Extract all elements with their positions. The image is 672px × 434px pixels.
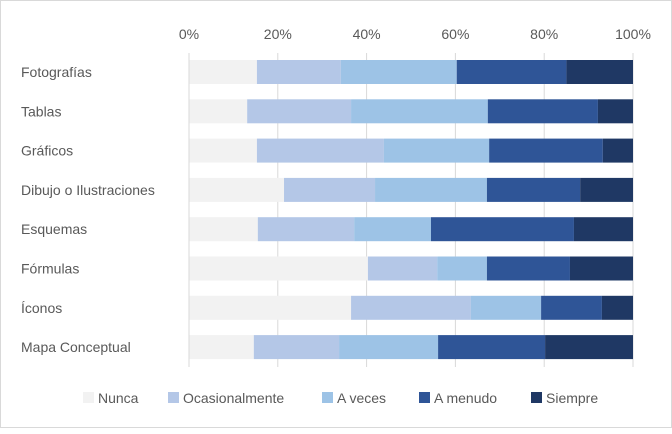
- bar-segment: [456, 60, 567, 84]
- bar-segment: [354, 217, 431, 242]
- x-axis-ticks: 0% 20% 40% 60% 80% 100%: [179, 26, 651, 42]
- legend-item: Nunca: [83, 390, 139, 406]
- bar-segment: [284, 177, 376, 202]
- bar-group: [189, 335, 633, 360]
- bar-segment: [569, 256, 633, 281]
- legend-swatch: [531, 392, 542, 403]
- bar-segment: [340, 60, 457, 84]
- bar-segment: [602, 138, 633, 163]
- bar-segment: [545, 335, 633, 360]
- bar-segment: [189, 256, 368, 281]
- legend-item: Siempre: [531, 390, 598, 406]
- bar-segment: [601, 295, 633, 320]
- bar-segment: [189, 335, 254, 360]
- legend: Nunca Ocasionalmente A veces A menudo Siempr…: [83, 390, 598, 406]
- bar-segment: [597, 99, 633, 124]
- category-label: Esquemas: [21, 221, 87, 237]
- bar-group: [189, 99, 633, 124]
- category-label: Mapa Conceptual: [21, 339, 131, 355]
- bar-segment: [487, 99, 598, 124]
- bar-group: [189, 138, 633, 163]
- bars: [189, 60, 633, 360]
- bar-group: [189, 295, 633, 320]
- bar-segment: [351, 295, 471, 320]
- bar-segment: [375, 177, 487, 202]
- legend-swatch: [83, 392, 94, 403]
- bar-group: [189, 177, 633, 202]
- bar-segment: [189, 60, 257, 84]
- legend-label: Siempre: [546, 390, 598, 406]
- category-label: Dibujo o Ilustraciones: [21, 182, 155, 198]
- bar-segment: [247, 99, 352, 124]
- bar-segment: [430, 217, 574, 242]
- bar-segment: [256, 60, 341, 84]
- bar-segment: [437, 256, 487, 281]
- x-tick-label: 80%: [530, 26, 558, 42]
- legend-label: A menudo: [434, 390, 497, 406]
- x-tick-label: 60%: [441, 26, 469, 42]
- legend-item: A veces: [322, 390, 386, 406]
- bar-segment: [486, 177, 581, 202]
- bar-segment: [541, 295, 602, 320]
- bar-segment: [339, 335, 439, 360]
- bar-segment: [489, 138, 603, 163]
- bar-segment: [189, 217, 258, 242]
- legend-label: A veces: [337, 390, 386, 406]
- category-label: Tablas: [21, 103, 61, 119]
- legend-swatch: [419, 392, 430, 403]
- bar-segment: [257, 217, 355, 242]
- bar-group: [189, 60, 633, 84]
- bar-segment: [367, 256, 438, 281]
- legend-item: A menudo: [419, 390, 497, 406]
- bar-segment: [189, 138, 257, 163]
- bar-group: [189, 256, 633, 281]
- bar-segment: [383, 138, 490, 163]
- bar-segment: [253, 335, 340, 360]
- category-labels: Fotografías Tablas Gráficos Dibujo o Ilustr…: [21, 64, 155, 355]
- category-label: Íconos: [21, 300, 62, 316]
- bar-segment: [351, 99, 488, 124]
- legend-swatch: [322, 392, 333, 403]
- category-label: Fotografías: [21, 64, 92, 80]
- bar-segment: [189, 295, 352, 320]
- bar-segment: [189, 177, 285, 202]
- bar-segment: [566, 60, 633, 84]
- bar-segment: [256, 138, 384, 163]
- bar-segment: [189, 99, 248, 124]
- legend-swatch: [168, 392, 179, 403]
- bar-segment: [580, 177, 633, 202]
- bar-segment: [470, 295, 542, 320]
- x-tick-label: 40%: [353, 26, 381, 42]
- x-tick-label: 20%: [264, 26, 292, 42]
- x-tick-label: 100%: [615, 26, 651, 42]
- bar-segment: [486, 256, 570, 281]
- bar-segment: [573, 217, 633, 242]
- bar-segment: [438, 335, 546, 360]
- bar-group: [189, 217, 633, 242]
- category-label: Fórmulas: [21, 261, 79, 277]
- x-tick-label: 0%: [179, 26, 199, 42]
- legend-label: Nunca: [98, 390, 139, 406]
- legend-item: Ocasionalmente: [168, 390, 284, 406]
- legend-label: Ocasionalmente: [183, 390, 284, 406]
- category-label: Gráficos: [21, 143, 73, 159]
